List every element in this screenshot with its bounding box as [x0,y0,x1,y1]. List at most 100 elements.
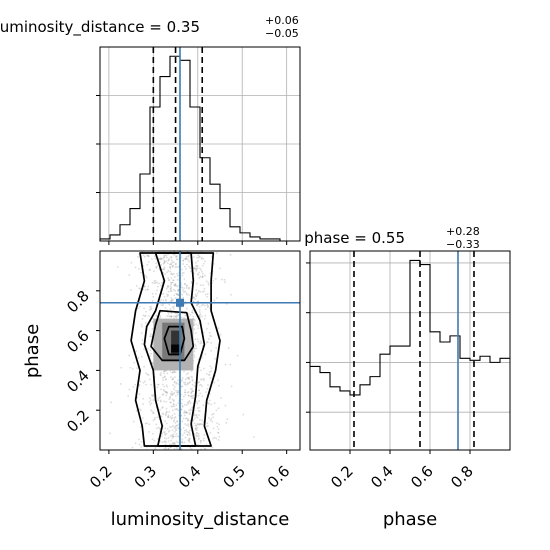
scatter-point [187,423,189,426]
scatter-point [145,322,147,324]
scatter-point [188,294,190,296]
scatter-point [184,378,187,381]
joint-plot-area [100,251,300,450]
scatter-point [212,412,215,415]
scatter-point [207,424,209,427]
scatter-point [195,265,197,267]
scatter-point [150,335,153,338]
scatter-point [132,420,135,423]
scatter-point [194,381,196,384]
scatter-point [190,280,193,283]
scatter-point [198,311,201,313]
scatter-point [176,275,179,277]
scatter-point [198,314,201,317]
scatter-point [173,419,176,421]
scatter-point [167,294,170,297]
scatter-point [182,259,185,262]
scatter-point [208,416,210,419]
scatter-point [163,372,165,375]
scatter-point [206,293,209,295]
scatter-point [166,271,169,274]
scatter-point [157,399,159,402]
scatter-point [137,256,139,258]
scatter-point [199,284,202,287]
scatter-point [173,431,176,433]
scatter-point [184,314,187,317]
scatter-point [190,409,193,412]
scatter-point [184,381,187,384]
scatter-point [175,292,178,295]
scatter-point [209,377,212,379]
scatter-point [156,289,158,292]
scatter-point [196,427,199,429]
scatter-point [172,403,175,406]
scatter-point [196,443,199,446]
scatter-point [199,392,202,395]
scatter-point [148,431,150,433]
scatter-point [167,285,170,288]
scatter-point [134,442,137,445]
scatter-point [199,268,202,271]
scatter-point [155,427,158,430]
scatter-point [177,293,180,296]
scatter-point [171,405,174,408]
scatter-point [217,428,220,431]
phase-hist-title: phase = 0.55 [304,229,405,247]
scatter-point [185,411,188,414]
scatter-point [184,258,187,260]
scatter-point [191,311,193,314]
scatter-point [175,390,177,392]
scatter-point [201,419,203,422]
scatter-point [198,366,201,369]
scatter-point [200,304,203,307]
scatter-point [174,283,177,286]
scatter-point [185,258,187,261]
joint-density-panel: 0.2 0.3 0.4 0.5 0.6 0.2 0.4 0.6 0.8 [63,250,301,492]
scatter-point [188,265,190,268]
scatter-point [184,409,186,412]
scatter-point [206,387,209,390]
scatter-point [200,439,202,442]
scatter-point [165,410,168,413]
scatter-point [160,374,162,377]
scatter-point [134,266,137,269]
scatter-point [186,434,189,436]
scatter-point [195,435,198,438]
ld-hist-title-sub: −0.05 [265,27,299,40]
scatter-point [162,256,165,259]
scatter-point [181,438,184,441]
scatter-point [195,347,198,350]
scatter-point [171,435,174,438]
scatter-point [187,439,190,442]
scatter-point [171,394,174,397]
scatter-point [189,434,191,436]
scatter-point [190,391,193,394]
scatter-point [198,255,201,258]
scatter-point [200,383,202,386]
scatter-point [172,261,175,264]
scatter-point [180,402,183,405]
scatter-point [190,281,193,284]
scatter-point [194,428,197,431]
scatter-point [196,267,199,270]
scatter-point [176,272,179,275]
scatter-point [160,264,163,266]
scatter-point [253,436,255,438]
scatter-point [220,278,223,281]
scatter-point [200,270,203,273]
scatter-point [161,432,164,435]
scatter-point [175,316,178,319]
scatter-point [187,394,190,397]
scatter-point [165,412,167,415]
scatter-point [174,289,176,292]
scatter-point [152,419,155,422]
scatter-point [170,390,173,393]
scatter-point [205,341,208,344]
scatter-point [164,446,167,449]
scatter-point [151,410,154,413]
scatter-point [129,288,132,291]
scatter-point [195,415,198,418]
scatter-point [150,409,153,412]
scatter-point [173,294,176,297]
scatter-point [167,313,170,315]
